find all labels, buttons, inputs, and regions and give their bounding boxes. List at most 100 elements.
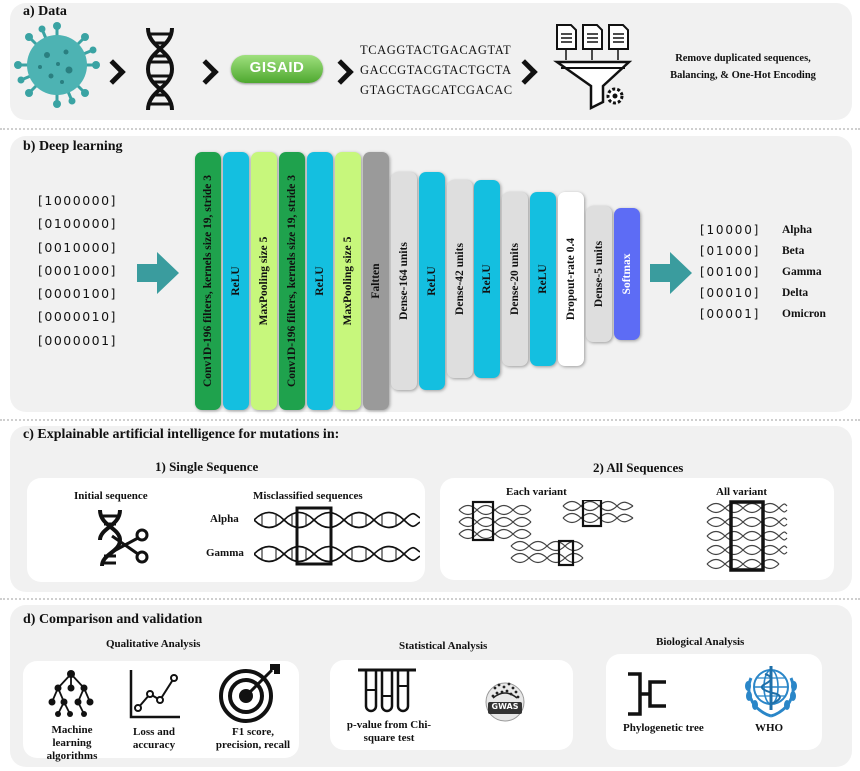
nn-layer: Dropout-rate 0.4	[558, 192, 584, 366]
single-sequence-card	[27, 478, 425, 582]
arrow-right-icon	[650, 252, 692, 294]
loss-accuracy-label: Loss and accuracy	[132, 726, 176, 751]
layer-label: MaxPooling size 5	[342, 236, 354, 326]
panel-a-title: a) Data	[23, 4, 67, 19]
sequence-line: GACCGTACGTACTGCTA	[360, 63, 512, 77]
arrow-right-icon	[137, 252, 179, 294]
nn-layer: ReLU	[307, 152, 333, 410]
sequence-line: GTAGCTAGCATCGACAC	[360, 83, 513, 97]
misclassified-label: Misclassified sequences	[253, 490, 363, 502]
test-tubes-icon	[358, 668, 416, 713]
panel-c-title: c) Explainable artificial intelligence f…	[23, 427, 340, 442]
layer-label: ReLU	[314, 266, 326, 296]
ml-network-icon	[48, 670, 94, 717]
input-one-hot-vectors: [1000000] [0100000] [0010000] [0001000] …	[38, 189, 117, 352]
nn-layer: MaxPooling size 5	[251, 152, 277, 410]
line-chart-icon	[129, 670, 180, 719]
layer-label: Softmax	[621, 253, 633, 295]
nn-layer: Conv1D-196 filters, kernels size 19, str…	[195, 152, 221, 410]
layer-label: Faltten	[370, 263, 382, 299]
virus-icon	[14, 22, 100, 108]
layer-label: MaxPooling size 5	[258, 236, 270, 326]
target-icon	[219, 664, 280, 723]
nn-layer: Softmax	[614, 208, 640, 340]
input-vector: [0100000]	[38, 216, 117, 232]
panel-b-title: b) Deep learning	[23, 139, 123, 154]
initial-sequence-label: Initial sequence	[74, 490, 148, 502]
alpha-row-label: Alpha	[210, 513, 239, 525]
separator	[0, 419, 860, 421]
ml-algorithms-label: Machine learning algorithms	[46, 724, 98, 762]
preprocess-line: Remove duplicated sequences,	[675, 53, 811, 64]
qualitative-heading: Qualitative Analysis	[106, 638, 201, 650]
nn-layer: ReLU	[474, 180, 500, 378]
separator	[0, 598, 860, 600]
output-vector: [00001]	[700, 307, 761, 321]
who-emblem-icon	[745, 666, 797, 718]
separator	[0, 128, 860, 130]
nn-layer: ReLU	[223, 152, 249, 410]
layer-label: ReLU	[481, 264, 493, 294]
nn-layer: Dense-164 units	[391, 172, 417, 390]
variant-label: Alpha	[782, 224, 813, 236]
dna-icon	[145, 27, 175, 111]
phylogenetic-tree-label: Phylogenetic tree	[623, 722, 704, 734]
output-vector: [00100]	[700, 265, 761, 279]
nn-layer: ReLU	[419, 172, 445, 390]
variant-label: Gamma	[782, 266, 822, 278]
nn-layer: Faltten	[363, 152, 389, 410]
panel-d-title: d) Comparison and validation	[23, 612, 203, 627]
input-vector: [0000010]	[38, 309, 117, 325]
all-sequences-heading: 2) All Sequences	[593, 460, 684, 475]
layer-label: ReLU	[426, 266, 438, 296]
statistical-card	[330, 660, 573, 750]
gisaid-logo: GISAID	[231, 55, 323, 83]
nn-layer: MaxPooling size 5	[335, 152, 361, 410]
chi-square-label: p-value from Chi-square test	[346, 719, 432, 744]
variant-labels: Alpha Beta Gamma Delta Omicron	[782, 220, 826, 325]
misclassified-sequences-graphic	[254, 506, 420, 566]
layer-label: ReLU	[537, 264, 549, 294]
phylogenetic-tree-icon	[628, 672, 666, 716]
preprocess-description: Remove duplicated sequences, Balancing, …	[648, 50, 838, 84]
output-vector: [01000]	[700, 244, 761, 258]
preprocess-line: Balancing, & One-Hot Encoding	[670, 70, 816, 81]
all-variant-label: All variant	[716, 486, 768, 498]
input-vector: [0000001]	[38, 332, 117, 348]
nn-layer: Conv1D-196 filters, kernels size 19, str…	[279, 152, 305, 410]
input-vector: [0001000]	[38, 262, 117, 278]
nucleotide-sequences: TCAGGTACTGACAGTAT GACCGTACGTACTGCTA GTAG…	[360, 40, 513, 100]
layer-label: Dropout-rate 0.4	[565, 237, 577, 321]
biological-heading: Biological Analysis	[656, 636, 745, 648]
all-variant-graphic	[706, 500, 788, 572]
output-one-hot-vectors: [10000] [01000] [00100] [00010] [00001]	[700, 220, 760, 325]
variant-label: Beta	[782, 245, 805, 257]
input-vector: [0010000]	[38, 239, 117, 255]
gisaid-label: GISAID	[249, 59, 305, 76]
nn-layer: Dense-20 units	[502, 192, 528, 366]
single-sequence-heading: 1) Single Sequence	[155, 459, 259, 474]
statistical-heading: Statistical Analysis	[399, 640, 488, 652]
layer-label: Conv1D-196 filters, kernels size 19, str…	[286, 174, 298, 388]
nn-layer: Dense-5 units	[586, 206, 612, 342]
gwas-label: GWAS	[491, 702, 519, 711]
layer-label: Dense-164 units	[398, 242, 410, 320]
layer-label: Dense-20 units	[509, 243, 521, 315]
layer-label: Dense-42 units	[454, 243, 466, 315]
data-filter-icon	[553, 24, 633, 111]
dna-scissors-icon	[98, 509, 149, 567]
output-vector: [10000]	[700, 223, 761, 237]
all-sequences-card	[440, 478, 834, 580]
gwas-icon	[485, 682, 525, 722]
each-variant-graphic	[458, 500, 634, 567]
variant-label: Delta	[782, 287, 809, 299]
who-label: WHO	[755, 722, 784, 734]
sequence-line: TCAGGTACTGACAGTAT	[360, 43, 512, 57]
input-vector: [1000000]	[38, 193, 117, 208]
f1-metrics-label: F1 score, precision, recall	[215, 726, 291, 751]
input-vector: [0000100]	[38, 286, 117, 302]
layer-label: Dense-5 units	[593, 240, 605, 308]
layer-label: Conv1D-196 filters, kernels size 19, str…	[202, 174, 214, 388]
layer-label: ReLU	[230, 266, 242, 296]
gamma-row-label: Gamma	[206, 547, 244, 559]
